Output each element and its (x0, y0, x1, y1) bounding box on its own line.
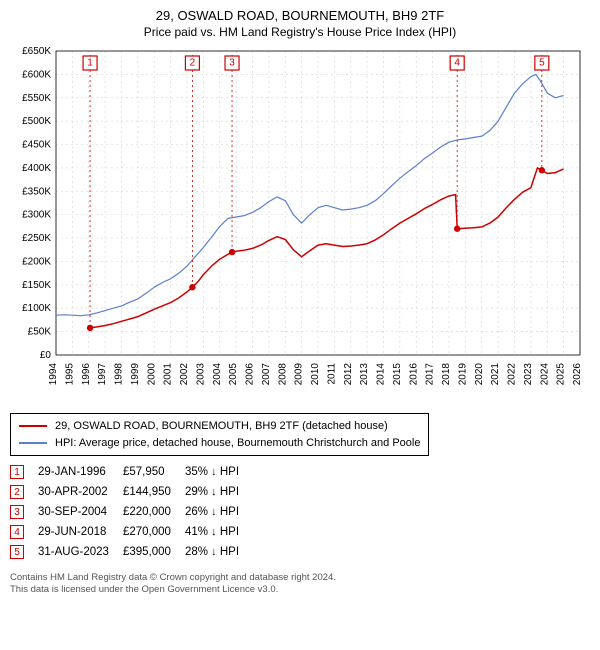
svg-text:2008: 2008 (277, 363, 288, 386)
svg-text:2017: 2017 (425, 363, 436, 386)
svg-text:1998: 1998 (114, 363, 125, 386)
svg-text:1994: 1994 (48, 363, 59, 386)
svg-text:4: 4 (454, 58, 460, 69)
svg-text:2000: 2000 (146, 363, 157, 386)
sale-price-cell: £144,950 (123, 482, 185, 502)
svg-text:3: 3 (229, 58, 235, 69)
svg-text:£600K: £600K (22, 69, 51, 80)
svg-text:2026: 2026 (572, 363, 583, 386)
footer-attribution: Contains HM Land Registry data © Crown c… (10, 572, 590, 597)
svg-text:2015: 2015 (392, 363, 403, 386)
svg-text:£450K: £450K (22, 140, 51, 151)
svg-text:1996: 1996 (81, 363, 92, 386)
svg-text:£50K: £50K (28, 327, 52, 338)
legend-item: HPI: Average price, detached house, Bour… (19, 435, 420, 452)
svg-text:2023: 2023 (523, 363, 534, 386)
legend-swatch (19, 425, 47, 427)
svg-text:2019: 2019 (457, 363, 468, 386)
svg-text:2010: 2010 (310, 363, 321, 386)
legend: 29, OSWALD ROAD, BOURNEMOUTH, BH9 2TF (d… (10, 413, 429, 456)
svg-text:2025: 2025 (556, 363, 567, 386)
sale-delta-cell: 28% ↓ HPI (185, 542, 253, 562)
sale-delta-cell: 29% ↓ HPI (185, 482, 253, 502)
sale-idx-cell: 4 (10, 522, 38, 542)
legend-label: HPI: Average price, detached house, Bour… (55, 435, 420, 452)
svg-text:2002: 2002 (179, 363, 190, 386)
sale-index-box: 4 (10, 525, 24, 539)
svg-text:2005: 2005 (228, 363, 239, 386)
sales-row: 2 30-APR-2002£144,95029% ↓ HPI (10, 482, 253, 502)
svg-text:£150K: £150K (22, 280, 51, 291)
sale-price-cell: £395,000 (123, 542, 185, 562)
svg-text:2006: 2006 (245, 363, 256, 386)
sale-price-cell: £220,000 (123, 502, 185, 522)
svg-text:2009: 2009 (294, 363, 305, 386)
svg-text:£250K: £250K (22, 233, 51, 244)
svg-text:2012: 2012 (343, 363, 354, 386)
sale-date-cell: 30-SEP-2004 (38, 502, 123, 522)
svg-text:2018: 2018 (441, 363, 452, 386)
legend-swatch (19, 442, 47, 444)
sale-date-cell: 29-JUN-2018 (38, 522, 123, 542)
chart-title: 29, OSWALD ROAD, BOURNEMOUTH, BH9 2TF (10, 8, 590, 23)
svg-text:1: 1 (87, 58, 93, 69)
svg-text:2024: 2024 (539, 363, 550, 386)
footer-line-1: Contains HM Land Registry data © Crown c… (10, 572, 590, 584)
svg-text:£300K: £300K (22, 210, 51, 221)
sale-idx-cell: 5 (10, 542, 38, 562)
chart-subtitle: Price paid vs. HM Land Registry's House … (10, 25, 590, 39)
sale-date-cell: 29-JAN-1996 (38, 462, 123, 482)
svg-text:2021: 2021 (490, 363, 501, 386)
svg-text:£400K: £400K (22, 163, 51, 174)
sales-row: 5 31-AUG-2023£395,00028% ↓ HPI (10, 542, 253, 562)
footer-line-2: This data is licensed under the Open Gov… (10, 584, 590, 596)
svg-text:2022: 2022 (507, 363, 518, 386)
chart-container: 29, OSWALD ROAD, BOURNEMOUTH, BH9 2TF Pr… (0, 0, 600, 607)
svg-text:£500K: £500K (22, 116, 51, 127)
svg-text:2007: 2007 (261, 363, 272, 386)
svg-text:1995: 1995 (64, 363, 75, 386)
sale-idx-cell: 1 (10, 462, 38, 482)
svg-text:2020: 2020 (474, 363, 485, 386)
sale-price-cell: £270,000 (123, 522, 185, 542)
sale-index-box: 1 (10, 465, 24, 479)
svg-text:£0: £0 (40, 350, 52, 361)
sale-idx-cell: 2 (10, 482, 38, 502)
legend-label: 29, OSWALD ROAD, BOURNEMOUTH, BH9 2TF (d… (55, 418, 388, 435)
svg-text:£200K: £200K (22, 256, 51, 267)
svg-text:£350K: £350K (22, 186, 51, 197)
svg-text:£100K: £100K (22, 303, 51, 314)
svg-text:2004: 2004 (212, 363, 223, 386)
svg-text:2014: 2014 (376, 363, 387, 386)
sale-index-box: 5 (10, 545, 24, 559)
svg-text:£650K: £650K (22, 46, 51, 57)
sale-date-cell: 30-APR-2002 (38, 482, 123, 502)
svg-text:2013: 2013 (359, 363, 370, 386)
price-chart-svg: £0 £50K £100K £150K £200K £250K £300K £350K £400… (10, 45, 590, 405)
sales-table: 1 29-JAN-1996£57,95035% ↓ HPI 2 30-APR-2002… (10, 462, 253, 562)
svg-text:2003: 2003 (195, 363, 206, 386)
svg-text:2011: 2011 (326, 363, 337, 385)
chart-area: £0 £50K £100K £150K £200K £250K £300K £350K £400… (10, 45, 590, 405)
sales-row: 4 29-JUN-2018£270,00041% ↓ HPI (10, 522, 253, 542)
svg-text:£550K: £550K (22, 93, 51, 104)
sale-delta-cell: 26% ↓ HPI (185, 502, 253, 522)
svg-text:1999: 1999 (130, 363, 141, 386)
sale-idx-cell: 3 (10, 502, 38, 522)
sale-index-box: 3 (10, 505, 24, 519)
svg-text:5: 5 (539, 58, 545, 69)
sale-date-cell: 31-AUG-2023 (38, 542, 123, 562)
legend-item: 29, OSWALD ROAD, BOURNEMOUTH, BH9 2TF (d… (19, 418, 420, 435)
sale-index-box: 2 (10, 485, 24, 499)
svg-text:2001: 2001 (163, 363, 174, 386)
sale-price-cell: £57,950 (123, 462, 185, 482)
sale-delta-cell: 35% ↓ HPI (185, 462, 253, 482)
svg-text:2: 2 (190, 58, 196, 69)
svg-text:1997: 1997 (97, 363, 108, 386)
svg-text:2016: 2016 (408, 363, 419, 386)
sale-delta-cell: 41% ↓ HPI (185, 522, 253, 542)
sales-row: 3 30-SEP-2004£220,00026% ↓ HPI (10, 502, 253, 522)
sales-row: 1 29-JAN-1996£57,95035% ↓ HPI (10, 462, 253, 482)
